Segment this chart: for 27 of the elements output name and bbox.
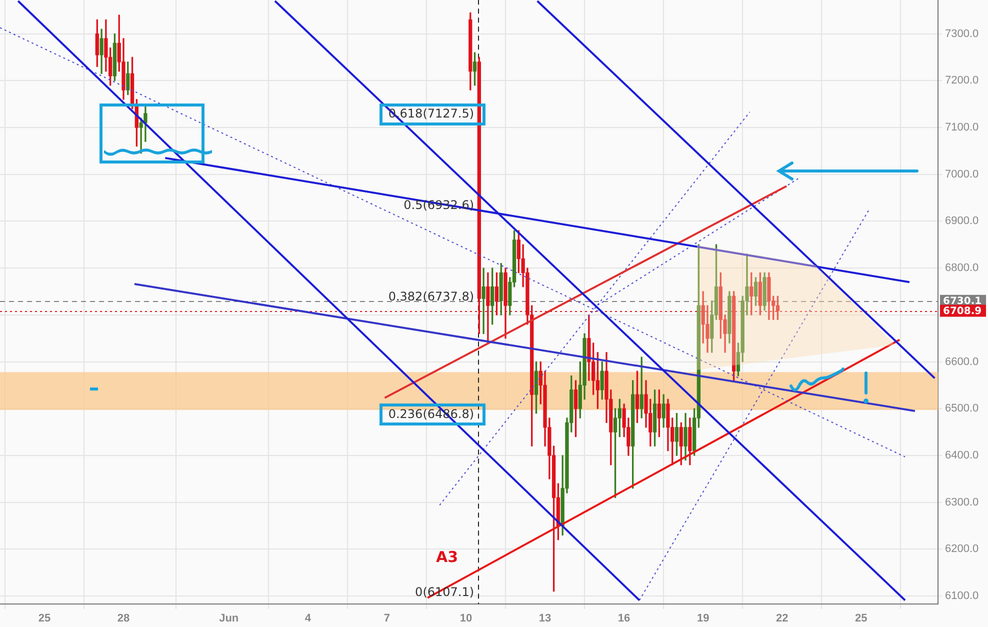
x-tick-label: 25	[855, 612, 868, 625]
y-tick-label: 7000.0	[945, 168, 979, 180]
ref-line-label: 6730.1	[943, 296, 982, 307]
x-tick-label: 25	[38, 612, 51, 625]
x-tick-label: 19	[696, 612, 710, 625]
x-tick-label: 10	[460, 612, 472, 625]
y-tick-label: 7100.0	[945, 122, 979, 134]
y-tick-label: 6800.0	[945, 262, 979, 274]
x-tick-label: 22	[776, 612, 788, 625]
y-tick-label: 6500.0	[945, 402, 979, 415]
annotation: 0.382(6737.8)	[388, 289, 474, 304]
x-tick-label: 4	[304, 612, 312, 625]
x-tick-label: 13	[538, 612, 552, 625]
y-tick-label: 6400.0	[945, 450, 979, 462]
x-tick-label: 28	[117, 612, 130, 625]
y-tick-label: 6300.0	[945, 496, 979, 508]
y-tick-label: 6600.0	[945, 356, 979, 368]
ref-line-label: 6708.9	[943, 306, 982, 317]
y-tick-label: 6900.0	[945, 215, 979, 228]
y-tick-label: 7300.0	[945, 28, 979, 40]
y-tick-label: 6200.0	[945, 543, 979, 556]
x-tick-label: 16	[618, 612, 630, 625]
x-tick-label: Jun	[219, 612, 239, 625]
x-tick-label: 7	[384, 612, 390, 625]
y-tick-label: 7200.0	[945, 74, 979, 87]
annotation: A3	[436, 548, 458, 566]
y-tick-label: 6100.0	[945, 590, 979, 602]
